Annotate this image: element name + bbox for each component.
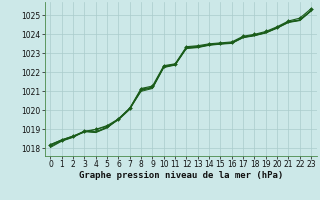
X-axis label: Graphe pression niveau de la mer (hPa): Graphe pression niveau de la mer (hPa) <box>79 171 283 180</box>
